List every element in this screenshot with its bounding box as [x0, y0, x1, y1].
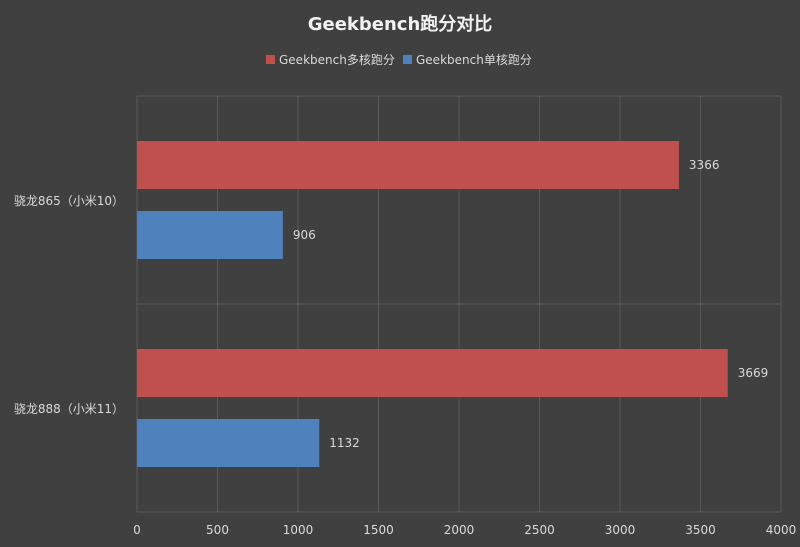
x-tick-label-1000: 1000 [283, 523, 314, 537]
bar-single-core-0 [137, 211, 283, 259]
data-label-0-0: 3366 [689, 158, 720, 172]
y-axis-categories: 骁龙865（小米10） 骁龙888（小米11） [14, 194, 124, 416]
data-labels: 3366 906 3669 1132 [293, 158, 768, 450]
bar-single-core-1 [137, 419, 320, 467]
legend-label-single-core: Geekbench单核跑分 [416, 53, 532, 67]
data-label-1-0: 906 [293, 228, 316, 242]
x-tick-label-1500: 1500 [363, 523, 394, 537]
legend-label-multi-core: Geekbench多核跑分 [279, 53, 395, 67]
x-tick-label-3500: 3500 [685, 523, 716, 537]
category-label-0: 骁龙865（小米10） [14, 194, 124, 208]
x-tick-label-2000: 2000 [444, 523, 475, 537]
x-tick-label-0: 0 [133, 523, 141, 537]
legend-swatch-single-core [403, 55, 412, 64]
x-tick-label-2500: 2500 [524, 523, 555, 537]
bar-multi-core-1 [137, 349, 728, 397]
bars [137, 141, 728, 467]
data-label-1-1: 1132 [329, 436, 360, 450]
bar-multi-core-0 [137, 141, 679, 189]
data-label-0-1: 3669 [738, 366, 769, 380]
legend-swatch-multi-core [266, 55, 275, 64]
x-tick-label-4000: 4000 [766, 523, 797, 537]
legend: Geekbench多核跑分 Geekbench单核跑分 [266, 53, 532, 67]
x-tick-label-500: 500 [206, 523, 229, 537]
chart-title: Geekbench跑分对比 [308, 13, 493, 35]
category-label-1: 骁龙888（小米11） [14, 402, 124, 416]
x-axis-ticks: 0 500 1000 1500 2000 2500 3000 3500 4000 [133, 523, 796, 537]
x-tick-label-3000: 3000 [605, 523, 636, 537]
